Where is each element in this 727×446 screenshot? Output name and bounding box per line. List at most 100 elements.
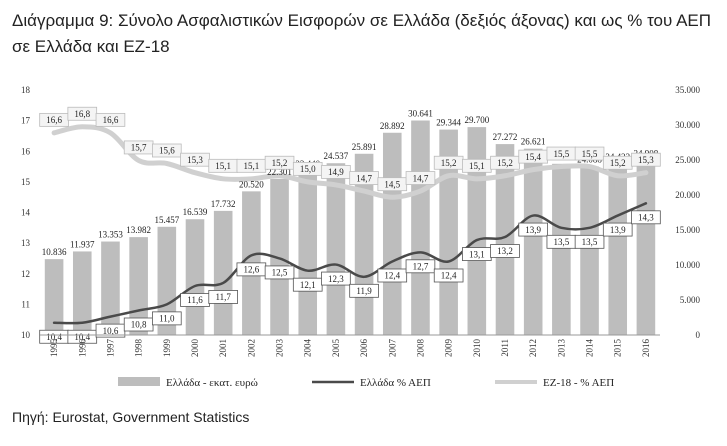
x-tick-2010: 2010 [472, 339, 482, 358]
greece-gdp-label-1999: 11,0 [152, 311, 182, 326]
x-tick-2000: 2000 [190, 339, 200, 358]
greece-gdp-label-1996-text: 10,4 [74, 332, 90, 342]
legend-greece-gdp-label: Ελλάδα % ΑΕΠ [360, 377, 431, 389]
legend-bars-swatch [118, 377, 160, 386]
greece-gdp-label-2010: 13,1 [462, 247, 492, 261]
x-tick-2012: 2012 [528, 339, 538, 357]
bar-2013 [552, 163, 571, 335]
x-tick-2004: 2004 [303, 339, 313, 358]
ez18-label-2015: 15,2 [602, 155, 633, 170]
bar-label-2009: 29.344 [436, 118, 461, 128]
bar-label-2006: 25.891 [352, 142, 377, 152]
y-left-tick-16: 16 [21, 146, 31, 156]
ez18-label-1995: 16,6 [39, 112, 69, 127]
x-tick-1999: 1999 [162, 339, 172, 358]
y-right-tick-30.000: 30.000 [675, 120, 700, 130]
y-right-tick-20.000: 20.000 [675, 190, 700, 200]
x-tick-1995: 1995 [49, 339, 59, 358]
ez18-label-2013: 15,5 [546, 146, 577, 161]
greece-gdp-label-2008-box [405, 259, 436, 274]
greece-gdp-label-1998: 10,8 [123, 317, 154, 332]
greece-gdp-label-2007-box [377, 268, 408, 283]
x-tick-2016: 2016 [641, 339, 651, 358]
legend-bars: Ελλάδα - εκατ. ευρώ [118, 377, 258, 389]
x-tick-2013: 2013 [556, 339, 566, 358]
x-tick-2015: 2015 [613, 339, 623, 358]
y-left-tick-14: 14 [21, 208, 31, 218]
source-note: Πηγή: Eurostat, Government Statistics [12, 409, 250, 425]
greece-gdp-label-2014-text: 13,5 [582, 237, 598, 247]
greece-gdp-label-1997-text: 10,6 [103, 326, 119, 336]
greece-gdp-label-2014-box [574, 234, 605, 249]
greece-gdp-label-2004: 12,1 [292, 277, 323, 292]
legend: Ελλάδα - εκατ. ευρώ Ελλάδα % ΑΕΠ ΕΖ-18 - %… [118, 377, 614, 389]
bar-2000 [185, 219, 205, 335]
y-left-tick-18: 18 [21, 85, 31, 95]
ez18-label-1999: 15,6 [152, 143, 182, 158]
bar-1996 [72, 251, 92, 335]
bar-2004 [298, 170, 318, 335]
greece-gdp-label-2001-text: 11,7 [215, 292, 231, 302]
ez18-label-2016: 15,3 [631, 152, 661, 167]
ez18-label-2009-text: 15,2 [441, 158, 457, 168]
greece-gdp-label-2001: 11,7 [208, 290, 238, 304]
ez18-label-2011-text: 15,2 [497, 158, 513, 168]
ez18-label-2013-text: 15,5 [553, 149, 569, 159]
legend-bars-label: Ελλάδα - εκατ. ευρώ [166, 377, 258, 389]
bar-1995 [44, 259, 64, 335]
ez18-label-2006: 14,7 [349, 171, 379, 185]
legend-greece-gdp: Ελλάδα % ΑΕΠ [312, 377, 431, 389]
bar-2009 [439, 129, 458, 335]
greece-gdp-label-2004-text: 12,1 [300, 280, 316, 290]
bar-1997 [101, 241, 120, 335]
ez18-label-2004: 15,0 [292, 161, 323, 176]
bar-label-2001: 17.732 [211, 199, 236, 209]
ez18-label-2004-text: 15,0 [300, 164, 316, 174]
ez18-label-1997-text: 16,6 [103, 115, 119, 125]
greece-gdp-label-2005: 12,3 [321, 271, 351, 286]
greece-gdp-label-1999-box [152, 311, 182, 326]
ez18-label-2010-text: 15,1 [469, 161, 485, 171]
bar-label-1997: 13.353 [98, 230, 123, 240]
greece-gdp-label-2012: 13,9 [518, 222, 548, 237]
x-tick-2001: 2001 [218, 339, 228, 357]
ez18-label-1995-text: 16,6 [46, 115, 62, 125]
greece-gdp-label-2003-box [264, 265, 295, 280]
ez18-label-2012-text: 15,4 [525, 152, 541, 162]
greece-gdp-label-2013-text: 13,5 [553, 237, 569, 247]
greece-gdp-label-2006: 11,9 [349, 283, 379, 298]
greece-gdp-label-2012-box [518, 222, 548, 237]
x-tick-2002: 2002 [246, 339, 256, 357]
greece-gdp-label-1998-text: 10,8 [131, 320, 147, 330]
ez18-label-1996: 16,8 [67, 106, 98, 121]
ez18-label-2014-box [574, 146, 605, 161]
bar-2008 [411, 120, 430, 335]
ez18-label-1999-box [152, 143, 182, 158]
ez18-label-2005-text: 14,9 [328, 167, 344, 177]
line-greece-gdp [52, 202, 648, 325]
greece-gdp-label-2010-text: 13,1 [469, 249, 485, 259]
bar-2003 [270, 178, 289, 335]
ez18-label-1999-text: 15,6 [159, 146, 175, 156]
greece-gdp-label-2003: 12,5 [264, 265, 295, 280]
bar-2005 [326, 163, 346, 335]
ez18-label-1998-text: 15,7 [131, 143, 147, 153]
bar-label-2010: 29.700 [464, 115, 489, 125]
y-right-tick-35.000: 35.000 [675, 85, 700, 95]
legend-ez18: ΕΖ-18 - % ΑΕΠ [495, 377, 614, 389]
ez18-label-2003: 15,2 [264, 155, 295, 170]
greece-gdp-label-1995-text: 10,4 [46, 332, 62, 342]
greece-gdp-label-2011-text: 13,2 [497, 246, 513, 256]
x-tick-1997: 1997 [105, 339, 115, 358]
bar-label-1996: 11.937 [70, 239, 95, 249]
greece-gdp-label-2000: 11,6 [180, 293, 210, 307]
greece-gdp-label-2011: 13,2 [490, 244, 520, 258]
ez18-label-2011: 15,2 [490, 155, 520, 170]
ez18-label-1997-box [95, 112, 126, 127]
ez18-label-2001-text: 15,1 [215, 161, 231, 171]
greece-gdp-label-2015: 13,9 [602, 222, 633, 237]
greece-gdp-label-2006-text: 11,9 [356, 286, 372, 296]
greece-gdp-label-2007: 12,4 [377, 268, 408, 283]
greece-gdp-label-2003-text: 12,5 [272, 268, 288, 278]
